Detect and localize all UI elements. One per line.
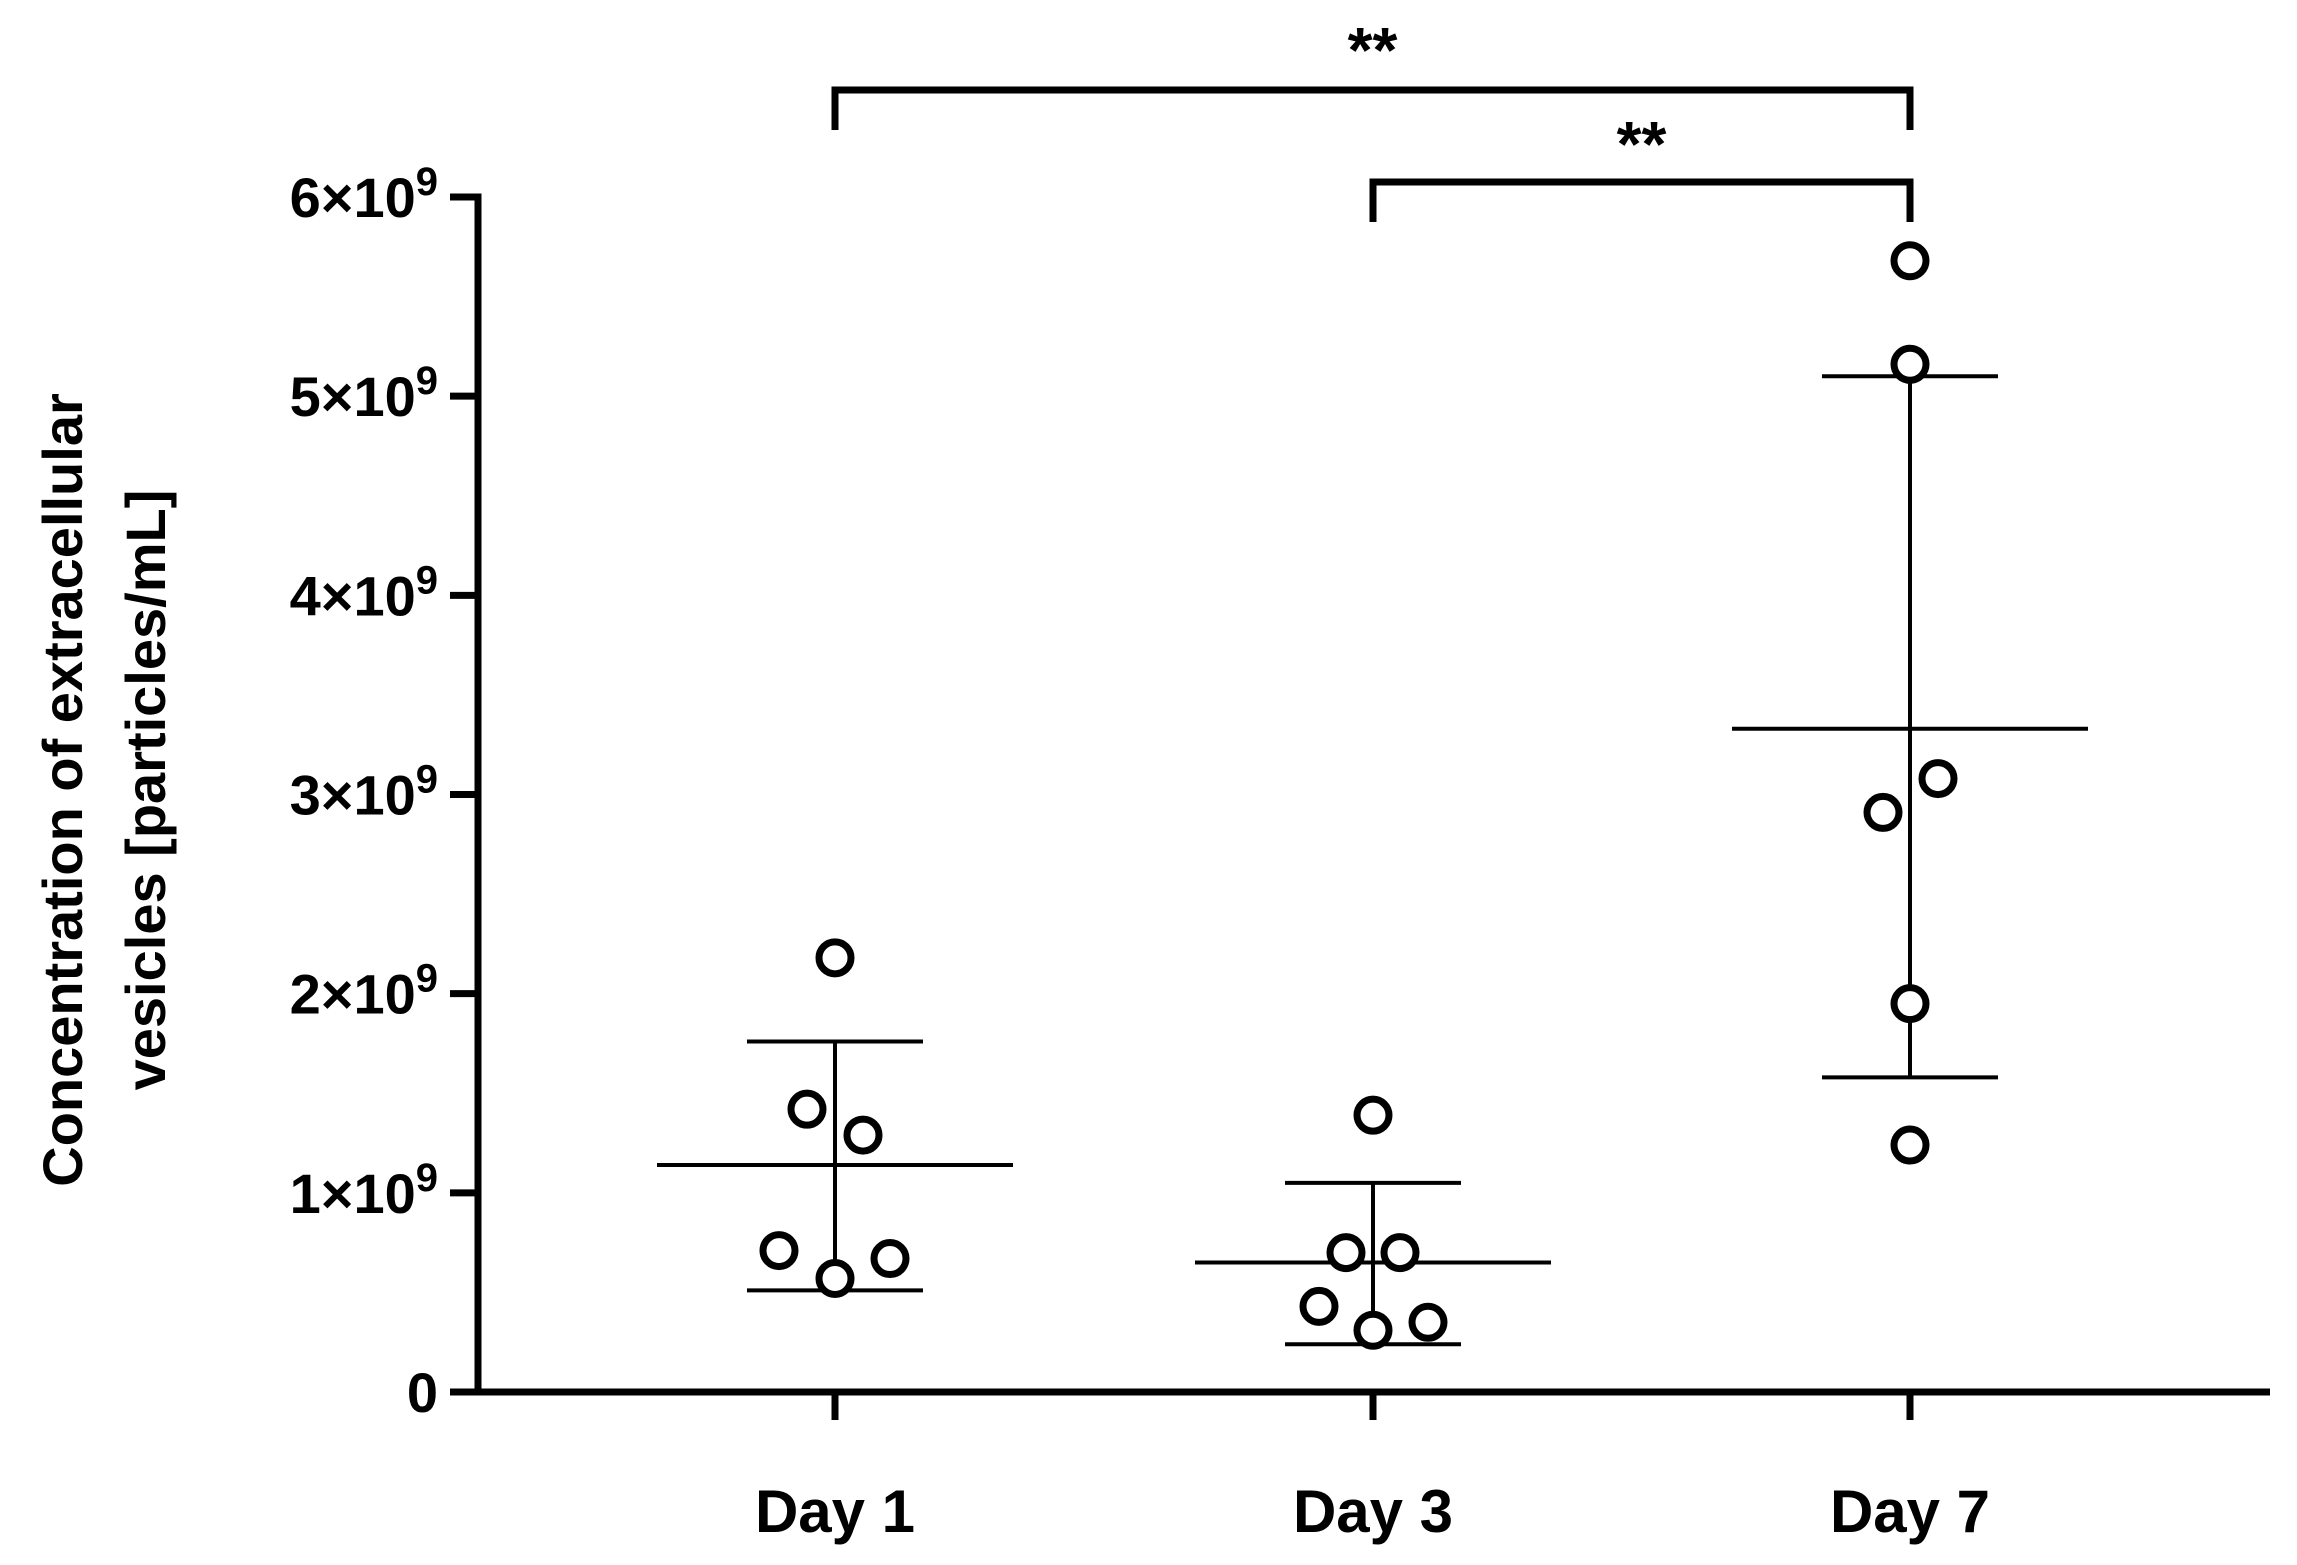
data-point bbox=[1918, 759, 1958, 799]
y-ticks: 0 1×109 2×109 3×109 4×109 5×109 6×109 bbox=[290, 160, 478, 1424]
data-point bbox=[815, 938, 855, 978]
x-tick-label: Day 1 bbox=[755, 1478, 915, 1545]
significance-label: ** bbox=[1348, 14, 1398, 86]
data-point bbox=[1890, 984, 1930, 1024]
x-tick-label: Day 3 bbox=[1293, 1478, 1453, 1545]
data-point bbox=[759, 1231, 799, 1271]
y-tick-label: 4×109 bbox=[290, 558, 438, 627]
y-tick-label: 0 bbox=[407, 1361, 438, 1424]
data-point bbox=[1890, 344, 1930, 384]
data-point bbox=[815, 1258, 855, 1298]
data-points bbox=[759, 241, 1958, 1350]
data-point bbox=[1353, 1310, 1393, 1350]
data-point bbox=[1890, 1125, 1930, 1165]
y-tick-label: 3×109 bbox=[290, 758, 438, 827]
data-point bbox=[1299, 1286, 1339, 1326]
x-tick-label: Day 7 bbox=[1830, 1478, 1990, 1545]
data-point bbox=[1408, 1302, 1448, 1342]
x-ticks: Day 1 Day 3 Day 7 bbox=[755, 1392, 1990, 1545]
y-tick-label: 2×109 bbox=[290, 957, 438, 1026]
data-point bbox=[870, 1239, 910, 1279]
y-tick-label: 6×109 bbox=[290, 160, 438, 229]
y-axis-label-line-1: Concentration of extracellular bbox=[31, 393, 94, 1187]
data-point bbox=[1863, 792, 1903, 832]
significance-brackets: ** ** bbox=[831, 14, 1914, 222]
data-point bbox=[787, 1089, 827, 1129]
data-point bbox=[1326, 1233, 1366, 1273]
significance-bracket bbox=[1369, 178, 1914, 222]
data-point bbox=[1353, 1095, 1393, 1135]
significance-bracket bbox=[831, 86, 1914, 130]
data-point bbox=[1380, 1233, 1420, 1273]
data-point bbox=[843, 1115, 883, 1155]
error-bars bbox=[657, 374, 2088, 1347]
data-point bbox=[1890, 241, 1930, 281]
y-axis-label-line-2: vesicles [particles/mL] bbox=[114, 490, 177, 1091]
y-tick-label: 5×109 bbox=[290, 359, 438, 428]
significance-label: ** bbox=[1617, 108, 1667, 180]
y-tick-label: 1×109 bbox=[290, 1156, 438, 1225]
